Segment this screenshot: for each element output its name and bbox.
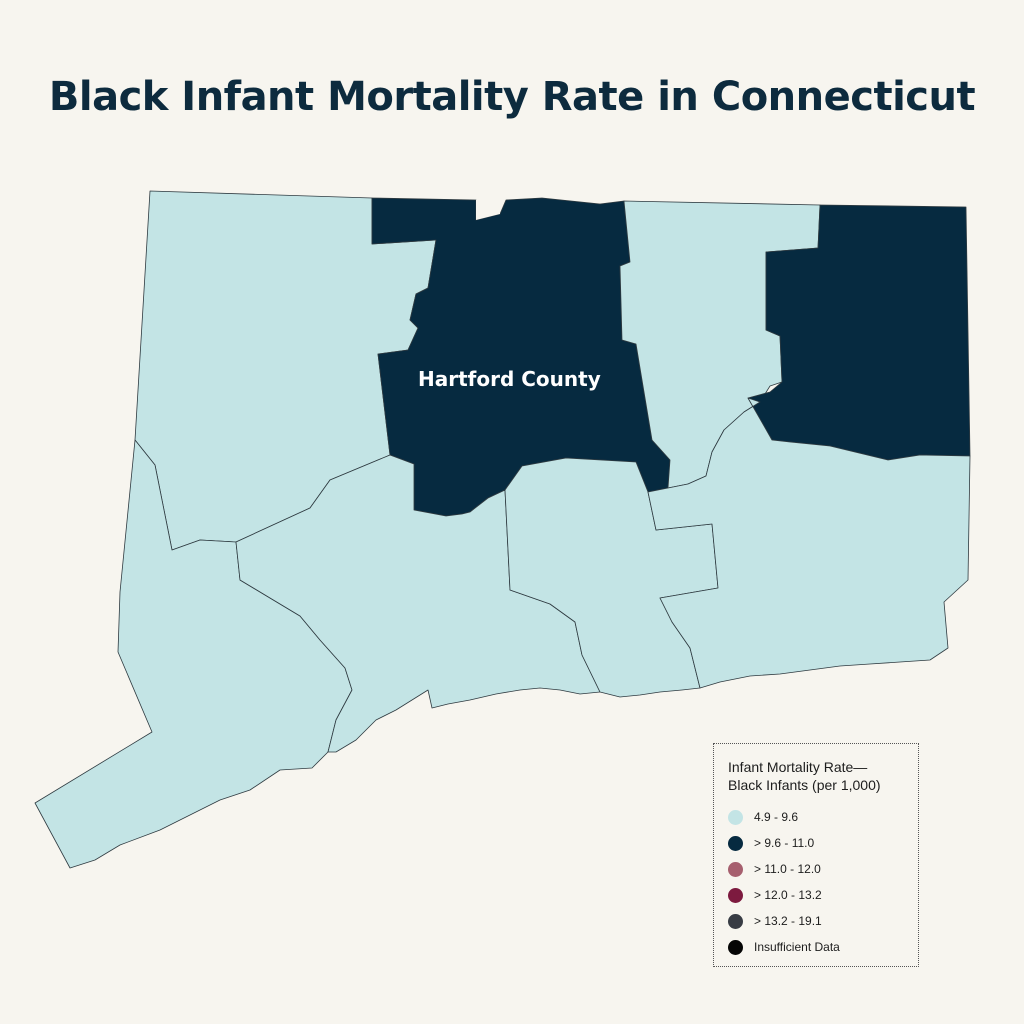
legend-item: > 12.0 - 13.2 [728, 882, 906, 908]
legend-item: > 11.0 - 12.0 [728, 856, 906, 882]
legend-item: > 9.6 - 11.0 [728, 830, 906, 856]
legend-label: > 9.6 - 11.0 [754, 836, 815, 850]
map-title: Black Infant Mortality Rate in Connectic… [48, 74, 976, 120]
legend-title: Infant Mortality Rate— Black Infants (pe… [728, 759, 881, 793]
legend-item: 4.9 - 9.6 [728, 804, 906, 830]
county-new-london[interactable] [647, 397, 971, 689]
legend-swatch [728, 861, 743, 877]
legend-label: Insufficient Data [754, 940, 840, 954]
legend: Infant Mortality Rate— Black Infants (pe… [713, 743, 919, 967]
legend-label: > 12.0 - 13.2 [754, 888, 822, 902]
legend-label: > 11.0 - 12.0 [754, 862, 821, 876]
county-new-haven[interactable] [235, 454, 601, 753]
hartford-county-label: Hartford County [418, 367, 601, 391]
state-border-notch [476, 199, 500, 220]
legend-item: Insufficient Data [728, 934, 906, 960]
legend-swatch [728, 887, 743, 903]
legend-label: > 13.2 - 19.1 [754, 914, 822, 928]
legend-swatch [728, 939, 743, 955]
legend-item: > 13.2 - 19.1 [728, 908, 906, 934]
legend-items: 4.9 - 9.6 > 9.6 - 11.0 > 11.0 - 12.0 > 1… [728, 804, 906, 960]
legend-swatch [728, 809, 743, 825]
legend-swatch [728, 835, 743, 851]
legend-label: 4.9 - 9.6 [754, 810, 799, 824]
legend-swatch [728, 913, 743, 929]
